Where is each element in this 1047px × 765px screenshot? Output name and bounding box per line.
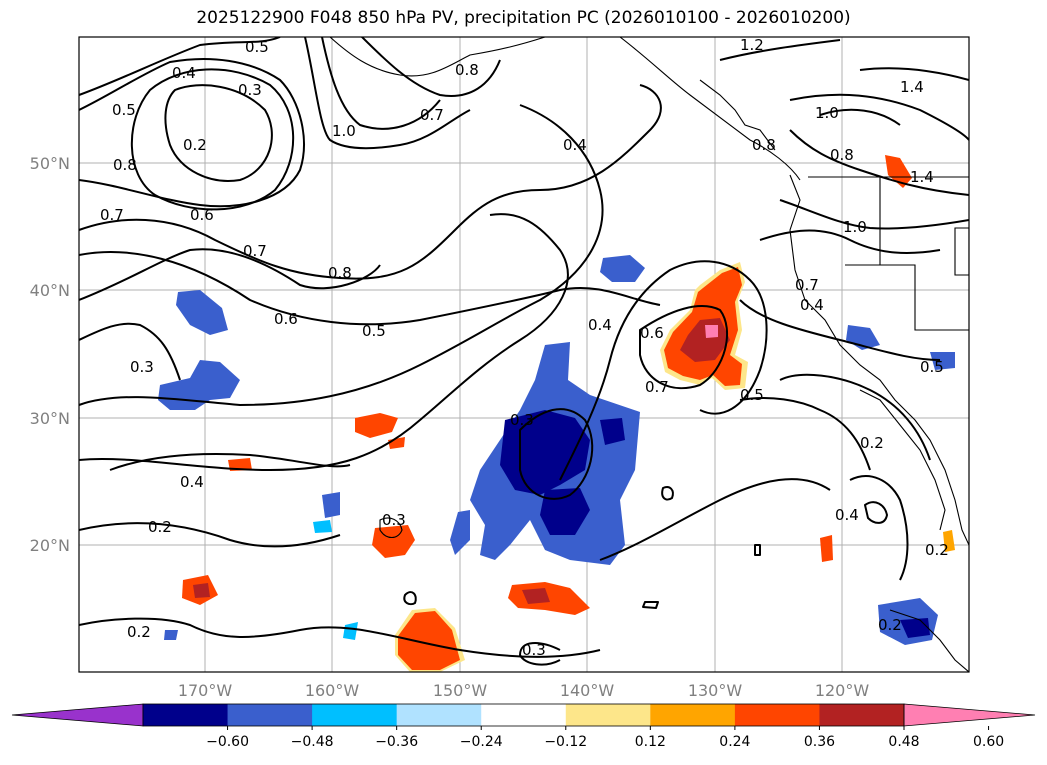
contour-label: 0.8 — [113, 156, 137, 174]
colorbar-extend-low — [11, 703, 144, 727]
contour-label: 0.3 — [130, 358, 154, 376]
contour-label: 0.5 — [245, 38, 269, 56]
contour-label: 0.2 — [925, 541, 949, 559]
colorbar: −0.60 −0.48 −0.36 −0.24 −0.12 0.12 0.24 0.36 0.4… — [11, 703, 1036, 750]
contour-label: 0.8 — [328, 264, 352, 282]
colorbar-segment — [227, 704, 313, 726]
contour-label: 0.8 — [752, 136, 776, 154]
contour-label: 0.5 — [740, 386, 764, 404]
colorbar-segment — [819, 704, 905, 726]
colorbar-segment — [481, 704, 567, 726]
colorbar-segment — [396, 704, 482, 726]
colorbar-tick-label: −0.12 — [544, 734, 587, 750]
contour-label: 0.7 — [100, 206, 124, 224]
contour-label: 1.0 — [815, 104, 839, 122]
contour-label: 0.2 — [148, 518, 172, 536]
contour-label: 0.3 — [510, 411, 534, 429]
contour-label: 0.5 — [362, 322, 386, 340]
contour-label: 1.4 — [910, 168, 934, 186]
colorbar-tick-label: −0.36 — [375, 734, 418, 750]
contour-label: 1.4 — [900, 78, 924, 96]
contour-label: 0.8 — [455, 61, 479, 79]
contour-label: 0.2 — [860, 434, 884, 452]
contour-label: 0.5 — [920, 358, 944, 376]
map-frame — [78, 36, 970, 673]
contour-label: 0.7 — [243, 242, 267, 260]
lon-label: 130°W — [688, 681, 743, 700]
latitude-labels: 50°N 40°N 30°N 20°N — [30, 154, 70, 555]
contour-label: 1.2 — [740, 36, 764, 54]
contour-label: 0.3 — [238, 81, 262, 99]
longitude-labels: 170°W 160°W 150°W 140°W 130°W 120°W — [178, 681, 870, 700]
colorbar-tick-label: 0.60 — [973, 734, 1004, 750]
contour-label: 0.2 — [183, 136, 207, 154]
colorbar-tick-label: 0.48 — [888, 734, 919, 750]
colorbar-segment — [312, 704, 398, 726]
contour-label: 0.4 — [563, 136, 587, 154]
lon-label: 140°W — [560, 681, 615, 700]
lat-label: 50°N — [30, 154, 70, 173]
colorbar-segment — [143, 704, 229, 726]
map-title: 2025122900 F048 850 hPa PV, precipitatio… — [196, 8, 851, 28]
colorbar-tick-label: −0.60 — [206, 734, 249, 750]
contour-label: 0.6 — [190, 206, 214, 224]
contour-label: 0.4 — [835, 506, 859, 524]
contour-label: 0.2 — [878, 616, 902, 634]
contour-label: 0.7 — [795, 276, 819, 294]
contour-label: 0.7 — [420, 106, 444, 124]
contour-label: 0.4 — [800, 296, 824, 314]
contour-label: 1.0 — [843, 218, 867, 236]
lon-label: 150°W — [433, 681, 488, 700]
lon-label: 170°W — [178, 681, 233, 700]
lat-label: 20°N — [30, 536, 70, 555]
lat-label: 30°N — [30, 409, 70, 428]
contour-label: 0.4 — [180, 473, 204, 491]
contour-label: 0.6 — [274, 310, 298, 328]
contour-label: 0.8 — [830, 146, 854, 164]
gridlines — [79, 37, 969, 672]
colorbar-tick-label: −0.24 — [460, 734, 503, 750]
colorbar-segment — [734, 704, 820, 726]
lon-label: 120°W — [815, 681, 870, 700]
colorbar-tick-label: 0.36 — [804, 734, 835, 750]
contour-label: 0.7 — [645, 378, 669, 396]
colorbar-frame — [142, 703, 905, 727]
pv-contours — [79, 37, 969, 666]
contour-label: 0.3 — [382, 511, 406, 529]
colorbar-tick-label: 0.24 — [719, 734, 750, 750]
contour-label: 0.5 — [112, 101, 136, 119]
colorbar-segment — [565, 704, 651, 726]
contour-label: 0.4 — [588, 316, 612, 334]
contour-label: 0.3 — [522, 641, 546, 659]
colorbar-tick-label: −0.48 — [291, 734, 334, 750]
lat-label: 40°N — [30, 281, 70, 300]
contour-label: 0.6 — [640, 324, 664, 342]
contour-label: 1.0 — [332, 122, 356, 140]
colorbar-tick-label: 0.12 — [635, 734, 666, 750]
colorbar-extend-high — [903, 703, 1036, 727]
contour-label: 0.2 — [127, 623, 151, 641]
lon-label: 160°W — [305, 681, 360, 700]
colorbar-segment — [650, 704, 736, 726]
contour-labels: 0.5 0.4 0.3 0.2 0.5 0.8 0.6 0.7 0.7 0.8 … — [100, 36, 949, 659]
coastlines — [329, 37, 969, 672]
contour-label: 0.4 — [172, 64, 196, 82]
